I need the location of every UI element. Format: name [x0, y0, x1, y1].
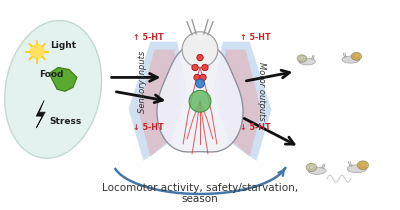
- Ellipse shape: [306, 163, 317, 172]
- Text: Light: Light: [50, 41, 76, 50]
- Text: ↓ 5-HT: ↓ 5-HT: [133, 123, 164, 131]
- Ellipse shape: [342, 56, 360, 63]
- Ellipse shape: [5, 20, 102, 158]
- Text: Motor outputs: Motor outputs: [257, 62, 266, 121]
- Text: ↑ 5-HT: ↑ 5-HT: [133, 33, 164, 42]
- Text: Locomotor activity, safety/starvation,
season: Locomotor activity, safety/starvation, s…: [102, 183, 298, 204]
- Ellipse shape: [351, 52, 362, 60]
- Ellipse shape: [357, 161, 369, 170]
- Text: Food: Food: [39, 70, 64, 79]
- Text: ↑ 5-HT: ↑ 5-HT: [240, 33, 271, 42]
- Circle shape: [196, 79, 204, 88]
- Polygon shape: [213, 42, 272, 161]
- Polygon shape: [138, 50, 180, 157]
- Circle shape: [200, 74, 206, 81]
- Polygon shape: [157, 42, 243, 152]
- Circle shape: [189, 90, 211, 112]
- Ellipse shape: [347, 165, 366, 173]
- Text: Stress: Stress: [49, 117, 81, 126]
- Circle shape: [30, 45, 44, 59]
- Ellipse shape: [297, 55, 307, 62]
- Circle shape: [182, 32, 218, 67]
- Polygon shape: [36, 100, 45, 128]
- Circle shape: [202, 64, 208, 71]
- Ellipse shape: [308, 167, 326, 174]
- Polygon shape: [128, 42, 187, 161]
- Polygon shape: [220, 50, 262, 157]
- Circle shape: [197, 54, 203, 61]
- Circle shape: [194, 74, 200, 81]
- Polygon shape: [49, 67, 77, 91]
- Text: ↓ 5-HT: ↓ 5-HT: [240, 123, 271, 131]
- Ellipse shape: [299, 58, 315, 65]
- Text: Sensory inputs: Sensory inputs: [138, 50, 147, 113]
- Circle shape: [192, 64, 198, 71]
